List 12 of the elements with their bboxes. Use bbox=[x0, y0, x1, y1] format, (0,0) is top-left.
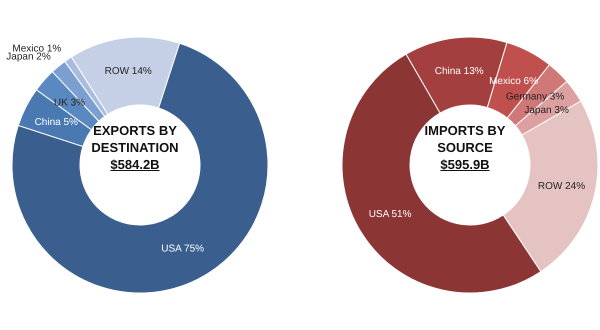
slice-label: ROW 24% bbox=[538, 180, 586, 192]
slice-label: Japan 3% bbox=[524, 105, 569, 116]
text: IMPORTS BY SOURCE bbox=[424, 122, 506, 156]
slice-label: ROW 14% bbox=[104, 66, 152, 78]
slice-label: China 5% bbox=[34, 116, 78, 128]
slice-label: Japan 2% bbox=[6, 52, 51, 63]
slice-label: USA 51% bbox=[368, 209, 412, 220]
text: EXPORTS BY DESTINATION bbox=[90, 122, 180, 156]
slice-label: China 13% bbox=[434, 66, 484, 78]
text: $595.9B bbox=[439, 156, 491, 173]
slice-label: USA 75% bbox=[161, 243, 204, 254]
text: $584.2B bbox=[109, 156, 161, 173]
